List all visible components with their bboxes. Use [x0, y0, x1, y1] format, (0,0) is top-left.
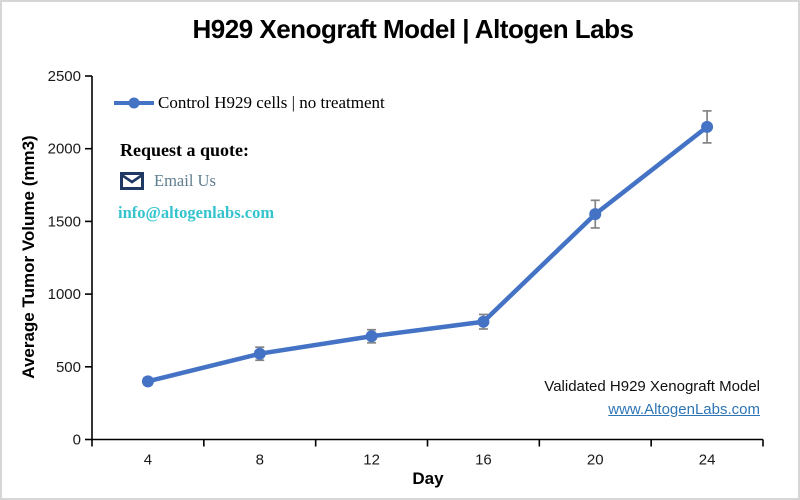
email-address-link[interactable]: info@altogenlabs.com — [118, 203, 275, 222]
website-link[interactable]: www.AltogenLabs.com — [608, 401, 760, 418]
y-tick-label: 2000 — [48, 141, 81, 158]
email-us-label: Email Us — [154, 171, 216, 190]
x-tick-label: 8 — [256, 452, 264, 469]
request-quote-heading: Request a quote: — [120, 140, 249, 160]
x-tick-label: 12 — [363, 452, 380, 469]
legend: Control H929 cells | no treatment — [113, 93, 385, 113]
axes: 0 500 1000 1500 2000 2500 4 8 12 16 20 24 — [48, 68, 764, 469]
y-tick-label: 1000 — [48, 286, 81, 303]
data-point-marker — [141, 375, 154, 388]
data-point-marker — [365, 330, 378, 343]
y-tick-label: 500 — [56, 359, 81, 376]
email-us-link[interactable]: Email Us — [120, 171, 216, 191]
validated-model-note: Validated H929 Xenograft Model — [544, 378, 760, 395]
data-point-marker — [701, 120, 714, 133]
y-tick-label: 2500 — [48, 68, 81, 85]
envelope-icon — [120, 172, 144, 190]
data-point-marker — [253, 347, 266, 360]
y-tick-label: 1500 — [48, 213, 81, 230]
y-tick-label: 0 — [73, 432, 81, 449]
y-axis-title: Average Tumor Volume (mm3) — [19, 135, 38, 379]
x-tick-label: 24 — [699, 452, 716, 469]
chart-title: H929 Xenograft Model | Altogen Labs — [192, 14, 634, 44]
series-line — [145, 124, 710, 384]
x-axis-title: Day — [412, 469, 444, 488]
data-point-marker — [589, 208, 602, 221]
x-tick-label: 16 — [475, 452, 492, 469]
series-control — [141, 120, 714, 388]
x-tick-label: 20 — [587, 452, 604, 469]
x-tick-label: 4 — [144, 452, 152, 469]
legend-line-marker-swatch — [114, 97, 154, 109]
legend-label: Control H929 cells | no treatment — [158, 93, 385, 112]
data-point-marker — [477, 315, 490, 328]
